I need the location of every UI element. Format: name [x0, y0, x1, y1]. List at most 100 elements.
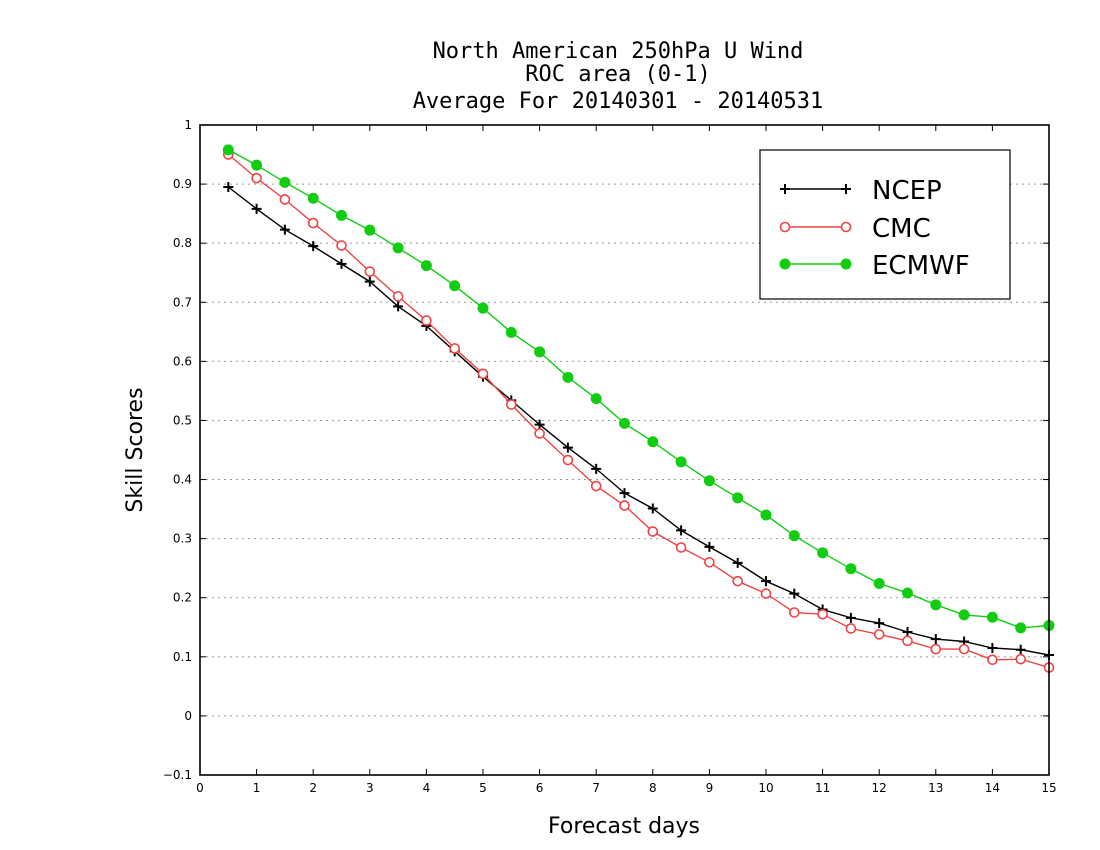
- legend: NCEP CMC ECMWF: [759, 149, 1011, 300]
- tick-labels: −0.100.10.20.30.40.50.60.70.80.910 1 2 3 4 5 6…: [163, 118, 1057, 795]
- cmc-point: [760, 588, 772, 599]
- cmc-point: [647, 526, 659, 537]
- x-tick-label: 4: [423, 781, 431, 795]
- ecmwf-point: [336, 209, 347, 221]
- cmc-point: [987, 654, 998, 666]
- x-tick-label: 12: [872, 781, 887, 795]
- legend-label-cmc: CMC: [872, 214, 931, 244]
- cmc-point: [251, 172, 262, 184]
- ecmwf-point: [930, 599, 942, 611]
- ncep-point: [732, 557, 743, 568]
- cmc-point: [788, 607, 800, 618]
- ncep-point: [987, 642, 998, 653]
- ncep-point: [647, 503, 658, 514]
- ncep-line: [227, 186, 1050, 656]
- ecmwf-point: [307, 192, 319, 204]
- ecmwf-point: [788, 530, 800, 542]
- y-tick-label: −0.1: [163, 768, 192, 782]
- y-tick-label: 0.7: [173, 295, 192, 309]
- y-axis-label: Skill Scores: [123, 387, 148, 512]
- y-tick-label: 0.5: [173, 413, 192, 427]
- x-tick-label: 14: [985, 781, 1000, 795]
- x-tick-label: 15: [1041, 781, 1056, 795]
- y-tick-label: 0.9: [173, 177, 192, 191]
- cmc-point: [619, 500, 630, 511]
- legend-box: [759, 149, 1011, 300]
- ncep-point: [930, 634, 941, 645]
- ncep-point: [676, 525, 687, 536]
- y-tick-label: 0: [184, 709, 192, 723]
- legend-label-ecmwf: ECMWF: [872, 251, 970, 281]
- y-tick-label: 0.4: [173, 473, 192, 487]
- x-tick-label: 9: [706, 781, 714, 795]
- y-tick-label: 0.2: [173, 591, 192, 605]
- cmc-point: [364, 266, 376, 277]
- ecmwf-point: [845, 563, 857, 575]
- ecmwf-point: [534, 346, 546, 358]
- cmc-point: [534, 428, 545, 439]
- ecmwf-point: [562, 371, 574, 383]
- y-tick-label: 0.6: [173, 354, 192, 368]
- cmc-point: [930, 643, 942, 655]
- cmc-point: [704, 556, 715, 568]
- y-tick-label: 0.8: [173, 236, 192, 250]
- ncep-point: [704, 541, 715, 552]
- ncep-point: [874, 618, 885, 629]
- legend-marker-ecmwf: [779, 258, 791, 270]
- ncep-point: [1015, 644, 1026, 655]
- ecmwf-point: [647, 436, 659, 448]
- x-tick-label: 3: [366, 781, 374, 795]
- ecmwf-point: [420, 260, 432, 272]
- ncep-point: [223, 182, 234, 193]
- legend-marker-ncep: [780, 184, 790, 194]
- x-tick-label: 1: [253, 781, 261, 795]
- ecmwf-point: [222, 144, 234, 156]
- legend-label-ncep: NCEP: [872, 176, 942, 206]
- ncep-point: [279, 224, 290, 235]
- cmc-point: [845, 623, 857, 634]
- x-tick-label: 6: [536, 781, 544, 795]
- ecmwf-point: [505, 326, 517, 338]
- ncep-point: [393, 301, 404, 312]
- ncep-point: [845, 612, 856, 623]
- cmc-point: [279, 194, 291, 205]
- ecmwf-point: [364, 224, 376, 236]
- cmc-point: [392, 291, 404, 302]
- ecmwf-point: [760, 509, 772, 521]
- title-line-2: ROC area (0-1): [525, 62, 710, 87]
- x-tick-label: 10: [758, 781, 773, 795]
- ncep-point: [364, 276, 375, 287]
- ecmwf-point: [873, 578, 885, 590]
- series: [222, 144, 1055, 673]
- series-ncep: [223, 182, 1054, 661]
- ecmwf-point: [251, 159, 263, 171]
- x-tick-label: 11: [815, 781, 830, 795]
- ecmwf-point: [477, 302, 489, 314]
- cmc-point: [590, 480, 602, 492]
- cmc-point: [421, 315, 432, 326]
- cmc-point: [817, 608, 828, 620]
- cmc-point: [449, 343, 461, 354]
- x-tick-label: 7: [592, 781, 600, 795]
- cmc-point: [505, 399, 517, 410]
- ecmwf-point: [449, 280, 461, 292]
- ecmwf-point: [392, 242, 404, 254]
- cmc-point: [477, 368, 489, 380]
- cmc-point: [958, 643, 970, 655]
- x-tick-label: 5: [479, 781, 487, 795]
- ncep-point: [562, 442, 573, 453]
- x-tick-label: 13: [928, 781, 943, 795]
- ncep-point: [591, 463, 602, 474]
- title-line-1: North American 250hPa U Wind: [433, 39, 804, 64]
- cmc-point: [1015, 653, 1027, 665]
- legend-marker-ncep: [841, 184, 851, 194]
- ecmwf-point: [958, 609, 970, 621]
- cmc-point: [675, 542, 687, 553]
- ecmwf-point: [279, 176, 291, 188]
- legend-marker-ecmwf: [840, 258, 852, 270]
- cmc-point: [562, 454, 574, 466]
- cmc-point: [902, 635, 913, 647]
- ecmwf-point: [986, 611, 998, 623]
- x-tick-label: 0: [196, 781, 204, 795]
